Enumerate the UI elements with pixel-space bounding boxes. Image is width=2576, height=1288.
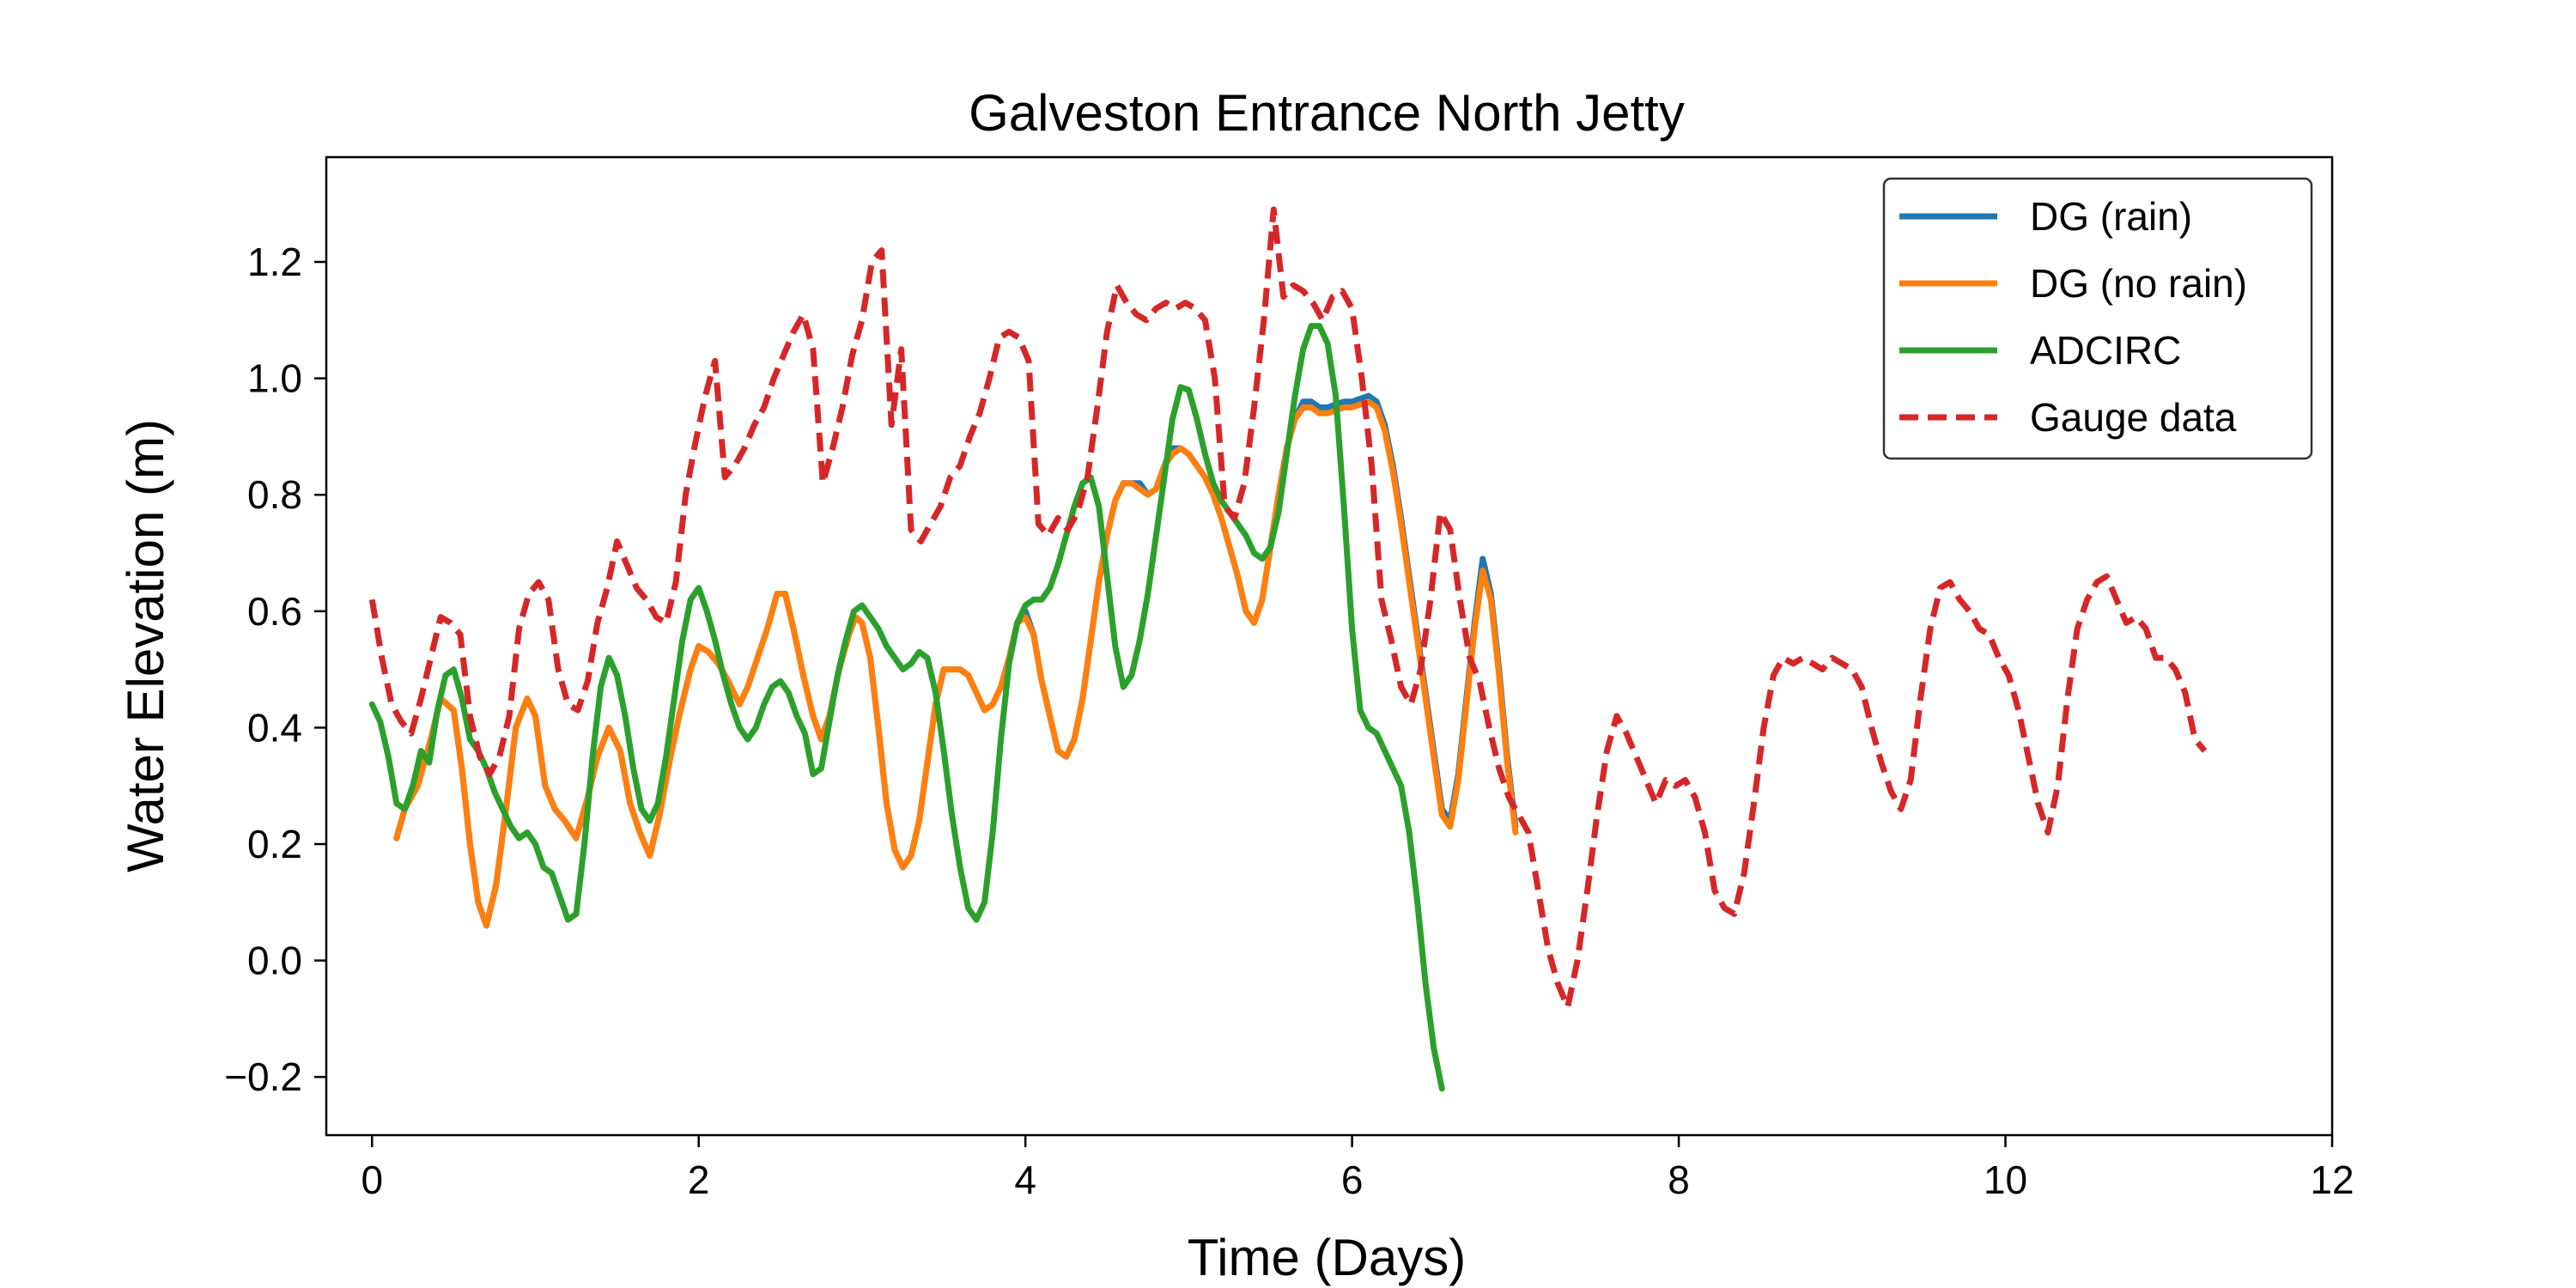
series-line-adcirc bbox=[368, 323, 1445, 1092]
series-line-gauge-data bbox=[368, 206, 2208, 1011]
plot-frame bbox=[325, 155, 2334, 1137]
y-tick-label: 1.0 bbox=[247, 356, 302, 401]
y-tick-label: 0.6 bbox=[247, 589, 302, 634]
y-axis-label: Water Elevation (m) bbox=[117, 419, 174, 872]
y-tick-label: 0.4 bbox=[247, 705, 302, 750]
x-axis-ticks: 0 2 4 6 8 10 12 bbox=[361, 1135, 2354, 1202]
y-tick-label: 1.2 bbox=[247, 240, 302, 284]
legend-entry-label: ADCIRC bbox=[2030, 328, 2181, 373]
y-tick-label: −0.2 bbox=[224, 1054, 302, 1099]
x-tick-label: 0 bbox=[361, 1157, 383, 1202]
series-line-dg-no-rain bbox=[393, 398, 1519, 929]
legend-entry-label: DG (rain) bbox=[2030, 194, 2192, 239]
y-tick-label: 0.2 bbox=[247, 822, 302, 866]
legend-entry-label: DG (no rain) bbox=[2030, 261, 2247, 306]
x-tick-label: 6 bbox=[1341, 1157, 1364, 1202]
chart-title: Galveston Entrance North Jetty bbox=[969, 84, 1685, 142]
plot-series-group bbox=[368, 206, 2208, 1092]
y-axis-ticks: −0.2 0.0 0.2 0.4 0.6 0.8 1.0 1.2 bbox=[224, 240, 326, 1099]
x-axis-label: Time (Days) bbox=[1188, 1229, 1466, 1286]
legend: DG (rain) DG (no rain) ADCIRC Gauge data bbox=[1882, 177, 2313, 460]
x-tick-label: 12 bbox=[2310, 1157, 2354, 1202]
y-tick-label: 0.8 bbox=[247, 472, 302, 517]
x-tick-label: 10 bbox=[1984, 1157, 2027, 1202]
x-tick-label: 8 bbox=[1668, 1157, 1690, 1202]
x-tick-label: 2 bbox=[688, 1157, 710, 1202]
legend-entry-label: Gauge data bbox=[2030, 395, 2237, 440]
legend-frame bbox=[1882, 177, 2313, 460]
y-tick-label: 0.0 bbox=[247, 939, 302, 983]
x-tick-label: 4 bbox=[1014, 1157, 1036, 1202]
